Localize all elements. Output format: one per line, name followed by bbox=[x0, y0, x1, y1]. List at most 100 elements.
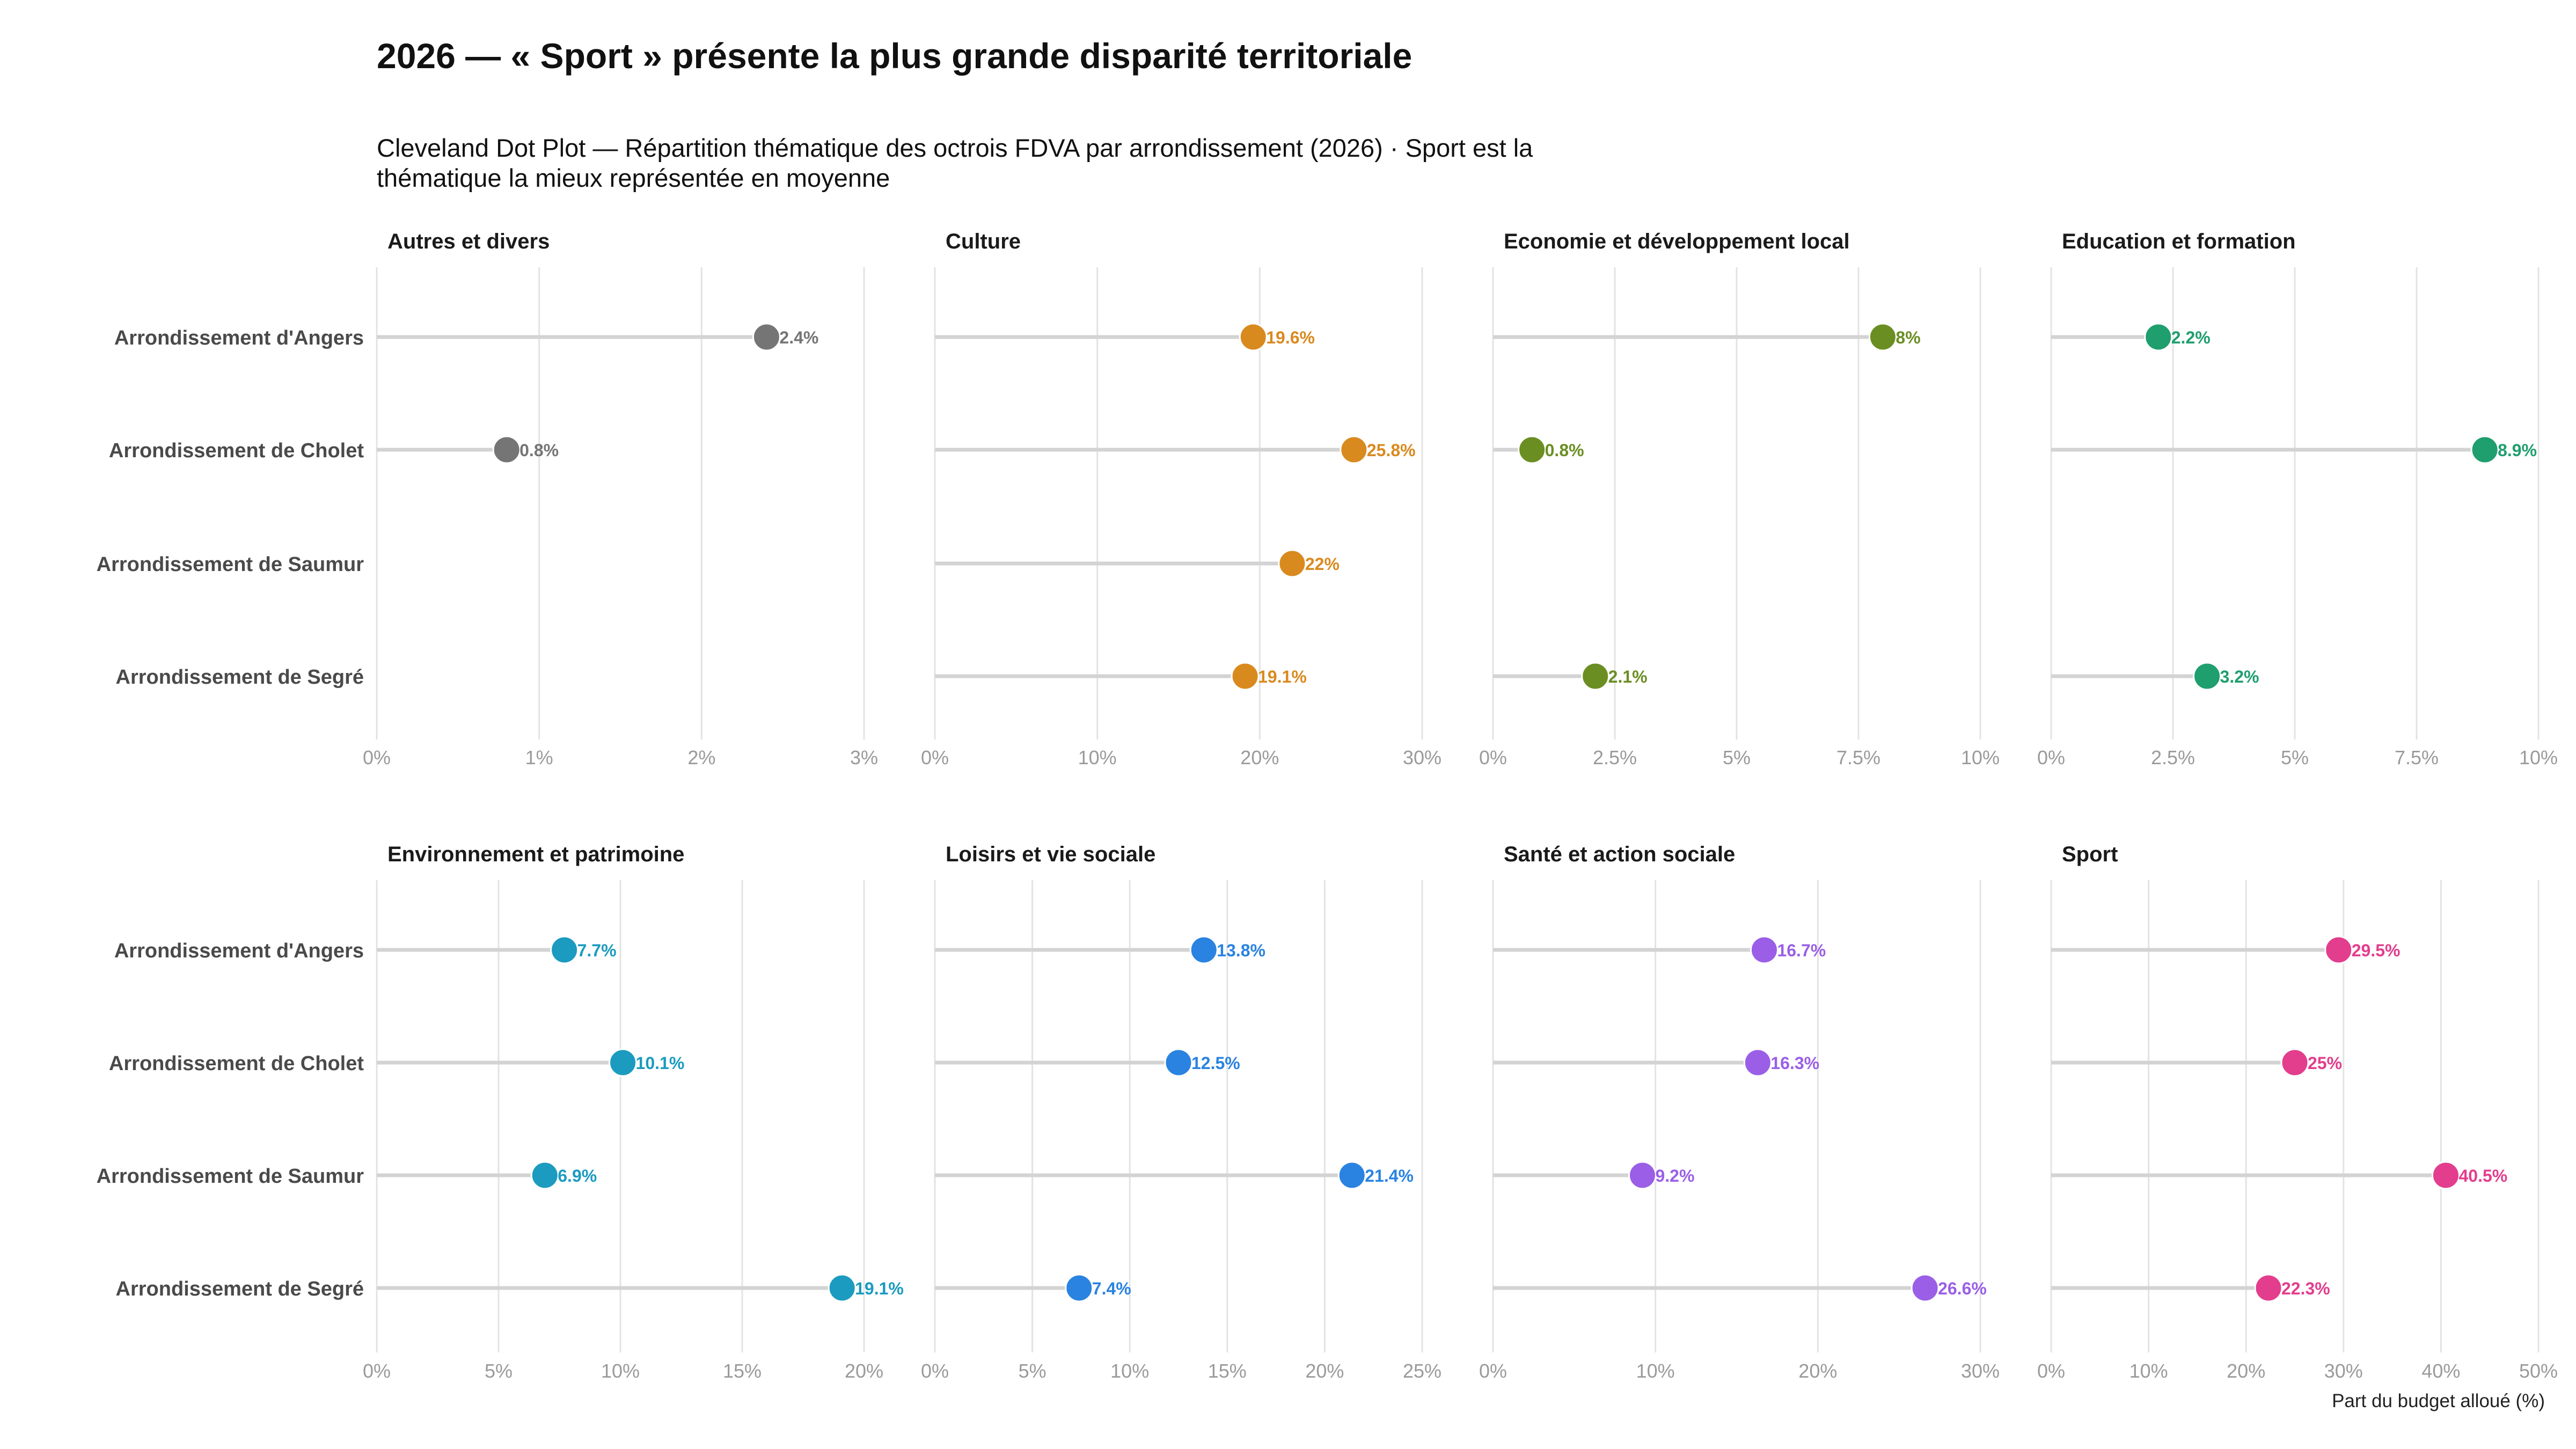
tick-label-autres-et-divers: 0% bbox=[363, 747, 391, 769]
data-label-sante-et-action-sociale-arrondissement-de-segre: 26.6% bbox=[1938, 1279, 1987, 1298]
data-label-culture-arrondissement-de-cholet: 25.8% bbox=[1367, 441, 1416, 460]
data-label-environnement-et-patrimoine-arrondissement-d-angers: 7.7% bbox=[577, 941, 617, 960]
tick-label-culture: 10% bbox=[1078, 747, 1117, 769]
chart-subtitle: Cleveland Dot Plot — Répartition thémati… bbox=[377, 134, 1533, 192]
data-label-sport-arrondissement-d-angers: 29.5% bbox=[2352, 941, 2401, 960]
panel-title-loisirs-et-vie-sociale: Loisirs et vie sociale bbox=[946, 843, 1155, 866]
chart-title: 2026 — « Sport » présente la plus grande… bbox=[377, 36, 1413, 76]
data-label-loisirs-et-vie-sociale-arrondissement-de-segre: 7.4% bbox=[1092, 1279, 1131, 1298]
dot-culture-arrondissement-de-saumur bbox=[1278, 549, 1307, 578]
data-label-loisirs-et-vie-sociale-arrondissement-d-angers: 13.8% bbox=[1217, 941, 1265, 960]
tick-label-sport: 20% bbox=[2227, 1360, 2265, 1382]
dot-education-et-formation-arrondissement-de-cholet bbox=[2470, 435, 2499, 464]
data-label-sport-arrondissement-de-saumur: 40.5% bbox=[2458, 1166, 2507, 1185]
tick-label-education-et-formation: 10% bbox=[2519, 747, 2558, 769]
tick-label-loisirs-et-vie-sociale: 5% bbox=[1019, 1360, 1046, 1382]
row-label-arrondissement-de-cholet: Arrondissement de Cholet bbox=[109, 440, 364, 462]
data-label-sport-arrondissement-de-cholet: 25% bbox=[2308, 1053, 2342, 1073]
row-label-arrondissement-de-saumur: Arrondissement de Saumur bbox=[97, 553, 364, 576]
dot-environnement-et-patrimoine-arrondissement-d-angers bbox=[550, 935, 579, 964]
data-label-environnement-et-patrimoine-arrondissement-de-cholet: 10.1% bbox=[636, 1053, 685, 1073]
tick-label-sport: 30% bbox=[2324, 1360, 2363, 1382]
tick-label-autres-et-divers: 3% bbox=[850, 747, 878, 769]
dot-sante-et-action-sociale-arrondissement-de-saumur bbox=[1628, 1161, 1657, 1190]
tick-label-economie-et-developpement-local: 5% bbox=[1723, 747, 1751, 769]
tick-label-sante-et-action-sociale: 10% bbox=[1636, 1360, 1675, 1382]
dot-education-et-formation-arrondissement-de-segre bbox=[2193, 662, 2222, 691]
dot-culture-arrondissement-de-segre bbox=[1231, 662, 1260, 691]
tick-label-economie-et-developpement-local: 2.5% bbox=[1593, 747, 1637, 769]
tick-label-education-et-formation: 5% bbox=[2281, 747, 2309, 769]
panel-title-economie-et-developpement-local: Economie et développement local bbox=[1504, 230, 1850, 253]
panel-title-culture: Culture bbox=[946, 230, 1021, 253]
tick-label-sante-et-action-sociale: 0% bbox=[1479, 1360, 1507, 1382]
data-label-culture-arrondissement-de-segre: 19.1% bbox=[1258, 667, 1307, 686]
dot-culture-arrondissement-de-cholet bbox=[1340, 435, 1368, 464]
data-label-autres-et-divers-arrondissement-d-angers: 2.4% bbox=[779, 328, 818, 347]
tick-label-environnement-et-patrimoine: 20% bbox=[845, 1360, 883, 1382]
tick-label-environnement-et-patrimoine: 15% bbox=[723, 1360, 762, 1382]
data-label-economie-et-developpement-local-arrondissement-d-angers: 8% bbox=[1896, 328, 1920, 347]
tick-label-sante-et-action-sociale: 20% bbox=[1798, 1360, 1837, 1382]
tick-label-loisirs-et-vie-sociale: 25% bbox=[1403, 1360, 1441, 1382]
tick-label-education-et-formation: 7.5% bbox=[2395, 747, 2439, 769]
dot-environnement-et-patrimoine-arrondissement-de-cholet bbox=[609, 1048, 638, 1077]
data-label-loisirs-et-vie-sociale-arrondissement-de-saumur: 21.4% bbox=[1365, 1166, 1414, 1185]
data-label-autres-et-divers-arrondissement-de-cholet: 0.8% bbox=[519, 441, 559, 460]
data-label-education-et-formation-arrondissement-de-segre: 3.2% bbox=[2220, 667, 2259, 686]
tick-label-sport: 10% bbox=[2129, 1360, 2168, 1382]
data-label-sport-arrondissement-de-segre: 22.3% bbox=[2281, 1279, 2330, 1298]
tick-label-economie-et-developpement-local: 0% bbox=[1479, 747, 1507, 769]
data-label-education-et-formation-arrondissement-d-angers: 2.2% bbox=[2171, 328, 2211, 347]
tick-label-culture: 30% bbox=[1403, 747, 1441, 769]
row-label-arrondissement-de-saumur: Arrondissement de Saumur bbox=[97, 1165, 364, 1188]
tick-label-economie-et-developpement-local: 10% bbox=[1961, 747, 2000, 769]
dot-sport-arrondissement-de-cholet bbox=[2280, 1048, 2309, 1077]
panel-title-sante-et-action-sociale: Santé et action sociale bbox=[1504, 843, 1735, 866]
data-label-culture-arrondissement-d-angers: 19.6% bbox=[1266, 328, 1315, 347]
dot-loisirs-et-vie-sociale-arrondissement-d-angers bbox=[1189, 935, 1218, 964]
tick-label-loisirs-et-vie-sociale: 15% bbox=[1208, 1360, 1247, 1382]
data-label-sante-et-action-sociale-arrondissement-de-saumur: 9.2% bbox=[1655, 1166, 1694, 1185]
tick-label-culture: 20% bbox=[1240, 747, 1279, 769]
tick-label-sport: 0% bbox=[2037, 1360, 2065, 1382]
tick-label-sante-et-action-sociale: 30% bbox=[1961, 1360, 2000, 1382]
data-label-loisirs-et-vie-sociale-arrondissement-de-cholet: 12.5% bbox=[1191, 1053, 1240, 1073]
panel-title-environnement-et-patrimoine: Environnement et patrimoine bbox=[387, 843, 684, 866]
dot-education-et-formation-arrondissement-d-angers bbox=[2144, 323, 2173, 352]
data-label-environnement-et-patrimoine-arrondissement-de-segre: 19.1% bbox=[855, 1279, 904, 1298]
data-label-environnement-et-patrimoine-arrondissement-de-saumur: 6.9% bbox=[558, 1166, 597, 1185]
dot-loisirs-et-vie-sociale-arrondissement-de-saumur bbox=[1337, 1161, 1366, 1190]
tick-label-sport: 50% bbox=[2519, 1360, 2558, 1382]
dot-autres-et-divers-arrondissement-de-cholet bbox=[492, 435, 521, 464]
row-label-arrondissement-de-segre: Arrondissement de Segré bbox=[116, 666, 364, 689]
tick-label-education-et-formation: 0% bbox=[2037, 747, 2065, 769]
panel-title-autres-et-divers: Autres et divers bbox=[387, 230, 550, 253]
data-label-economie-et-developpement-local-arrondissement-de-cholet: 0.8% bbox=[1545, 441, 1584, 460]
dot-economie-et-developpement-local-arrondissement-d-angers bbox=[1868, 323, 1897, 352]
dot-economie-et-developpement-local-arrondissement-de-segre bbox=[1581, 662, 1610, 691]
panel-title-education-et-formation: Education et formation bbox=[2062, 230, 2296, 253]
dot-sante-et-action-sociale-arrondissement-d-angers bbox=[1750, 935, 1779, 964]
dot-sport-arrondissement-de-saumur bbox=[2431, 1161, 2460, 1190]
dot-loisirs-et-vie-sociale-arrondissement-de-segre bbox=[1065, 1274, 1094, 1302]
tick-label-culture: 0% bbox=[921, 747, 949, 769]
dot-loisirs-et-vie-sociale-arrondissement-de-cholet bbox=[1164, 1048, 1193, 1077]
dot-autres-et-divers-arrondissement-d-angers bbox=[752, 323, 781, 352]
x-axis-label: Part du budget alloué (%) bbox=[2332, 1391, 2545, 1411]
tick-label-environnement-et-patrimoine: 5% bbox=[485, 1360, 513, 1382]
tick-label-autres-et-divers: 2% bbox=[687, 747, 715, 769]
tick-label-loisirs-et-vie-sociale: 10% bbox=[1110, 1360, 1149, 1382]
tick-label-sport: 40% bbox=[2421, 1360, 2460, 1382]
tick-label-autres-et-divers: 1% bbox=[525, 747, 553, 769]
dot-environnement-et-patrimoine-arrondissement-de-saumur bbox=[530, 1161, 559, 1190]
dot-sante-et-action-sociale-arrondissement-de-cholet bbox=[1743, 1048, 1772, 1077]
row-label-arrondissement-de-segre: Arrondissement de Segré bbox=[116, 1278, 364, 1300]
dot-economie-et-developpement-local-arrondissement-de-cholet bbox=[1518, 435, 1547, 464]
data-label-sante-et-action-sociale-arrondissement-de-cholet: 16.3% bbox=[1770, 1053, 1819, 1073]
panel-title-sport: Sport bbox=[2062, 843, 2118, 866]
tick-label-environnement-et-patrimoine: 10% bbox=[601, 1360, 640, 1382]
row-label-arrondissement-d-angers: Arrondissement d'Angers bbox=[114, 940, 364, 962]
dot-environnement-et-patrimoine-arrondissement-de-segre bbox=[828, 1274, 857, 1302]
